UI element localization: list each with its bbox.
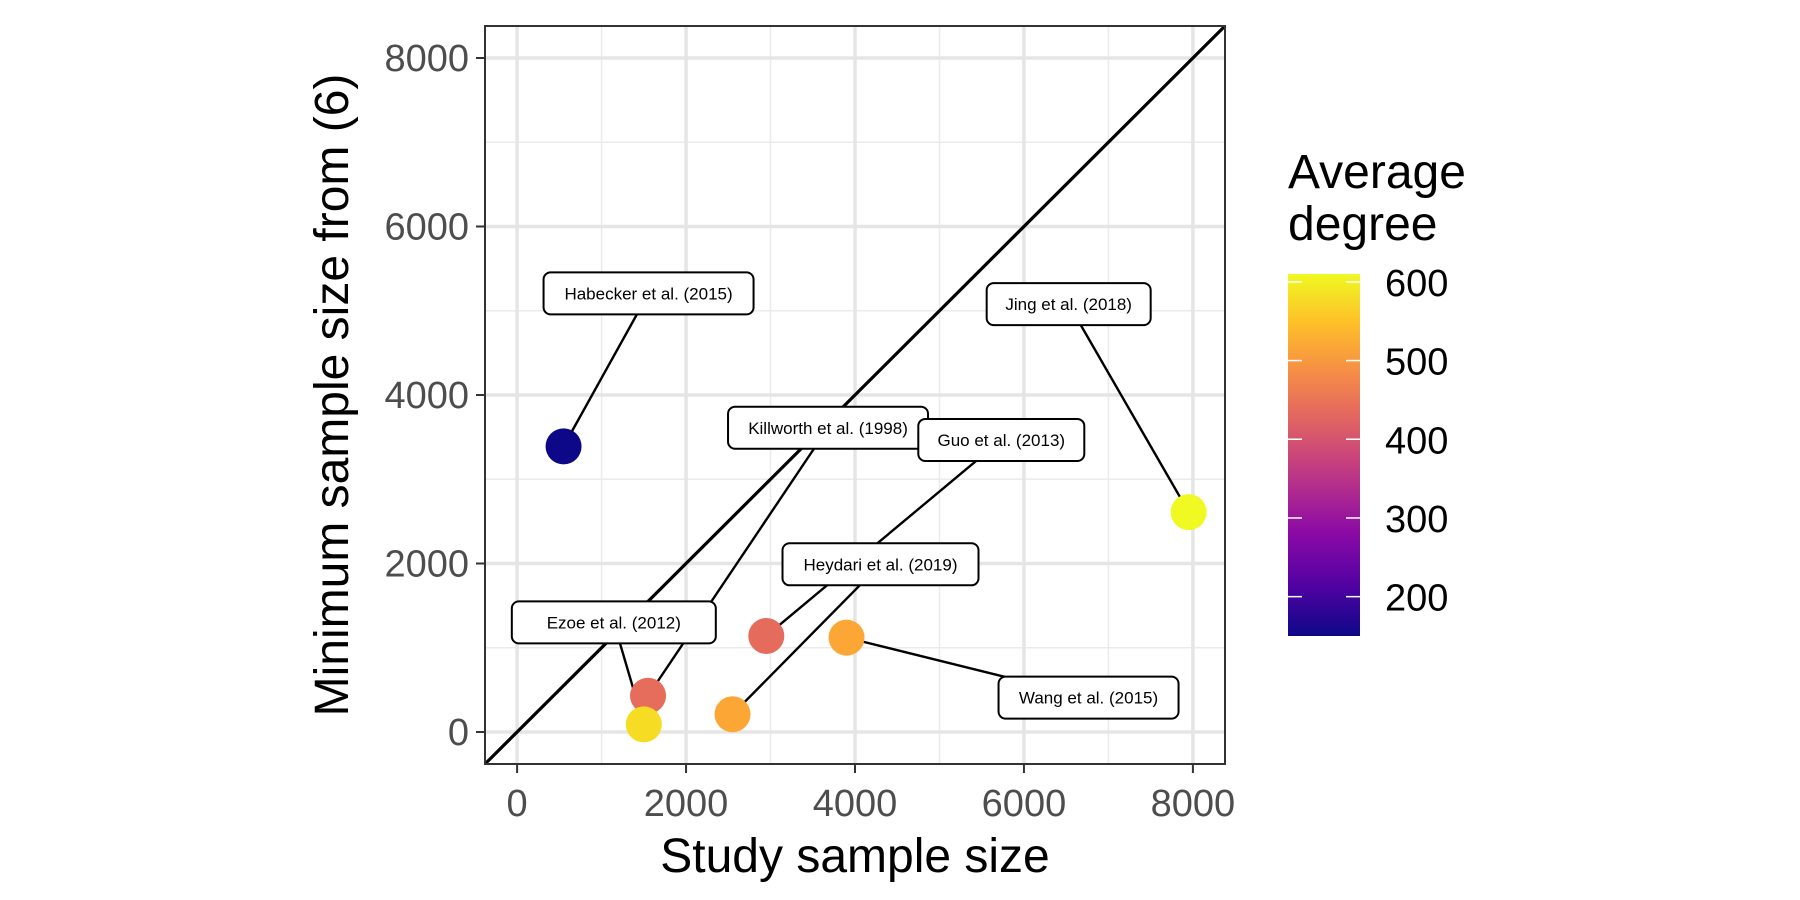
data-point <box>625 706 662 743</box>
x-tick-label: 8000 <box>1151 783 1236 825</box>
x-tick-label: 4000 <box>813 783 898 825</box>
label-leader-line <box>562 292 650 447</box>
point-label: Wang et al. (2015) <box>997 675 1180 720</box>
point-label-text: Heydari et al. (2019) <box>803 555 957 574</box>
point-label-text: Wang et al. (2015) <box>1019 689 1158 708</box>
point-label: Ezoe et al. (2012) <box>510 600 717 645</box>
point-label-text: Killworth et al. (1998) <box>748 419 908 438</box>
legend-tick-label: 500 <box>1385 342 1448 384</box>
y-tick-label: 2000 <box>384 543 469 585</box>
point-label: Guo et al. (2013) <box>917 417 1086 462</box>
y-axis-title: Minimum sample size from (6) <box>306 74 359 717</box>
y-tick-label: 4000 <box>384 375 469 417</box>
point-label-box <box>985 282 1152 327</box>
legend-tick-label: 600 <box>1385 263 1448 305</box>
x-tick-label: 0 <box>507 783 528 825</box>
grid <box>485 26 1225 764</box>
label-leaders <box>562 292 1190 725</box>
point-label-text: Jing et al. (2018) <box>1005 295 1132 314</box>
y-tick-label: 8000 <box>384 38 469 80</box>
x-tick-label: 2000 <box>644 783 729 825</box>
legend-title-line-1: Average <box>1288 146 1466 199</box>
label-leader-line <box>1067 303 1190 513</box>
point-label-text: Ezoe et al. (2012) <box>547 613 681 632</box>
data-point <box>828 619 865 656</box>
data-point <box>630 677 667 714</box>
y-tick-label: 6000 <box>384 207 469 249</box>
label-leader-line <box>765 439 1003 637</box>
label-leader-line <box>731 563 882 716</box>
point-label-text: Habecker et al. (2015) <box>564 284 732 303</box>
point-label: Killworth et al. (1998) <box>727 405 930 450</box>
legend-tick-label: 300 <box>1385 499 1448 541</box>
axes: 0 2000 4000 6000 8000 0 2000 4000 6000 8000 <box>384 38 1235 825</box>
data-point <box>1170 494 1207 531</box>
point-label: Habecker et al. (2015) <box>542 271 755 316</box>
point-labels: Habecker et al. (2015) Killworth et al. (… <box>510 271 1180 720</box>
legend-ticks: 200 300 400 500 600 <box>1288 263 1448 620</box>
point-label-box <box>510 600 717 645</box>
x-tick-label: 6000 <box>982 783 1067 825</box>
label-leader-line <box>647 427 830 697</box>
x-axis-title: Study sample size <box>660 830 1050 883</box>
point-label: Heydari et al. (2019) <box>781 542 980 587</box>
legend-colorbar <box>1288 274 1360 636</box>
data-point <box>714 696 751 733</box>
data-point <box>545 428 582 465</box>
legend-title-line-2: degree <box>1288 198 1437 251</box>
legend-tick-label: 400 <box>1385 420 1448 462</box>
point-label-box <box>917 417 1086 462</box>
point-label-box <box>542 271 755 316</box>
point-label-box <box>781 542 980 587</box>
point-label: Jing et al. (2018) <box>985 282 1152 327</box>
data-point <box>748 617 785 654</box>
legend-tick-label: 200 <box>1385 578 1448 620</box>
y-tick-label: 0 <box>448 712 469 754</box>
color-legend: Average degree 200 300 400 500 600 <box>1288 146 1466 636</box>
data-points <box>545 428 1207 743</box>
point-label-text: Guo et al. (2013) <box>938 431 1066 450</box>
point-label-box <box>997 675 1180 720</box>
